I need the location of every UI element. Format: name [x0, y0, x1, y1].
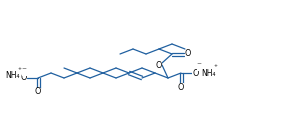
Text: ⁺: ⁺: [214, 65, 218, 71]
Text: NH₄: NH₄: [202, 68, 216, 77]
Text: O: O: [185, 49, 191, 58]
Text: ⁺: ⁺: [18, 68, 22, 74]
Text: O: O: [178, 82, 184, 91]
Text: O: O: [192, 68, 199, 77]
Text: O: O: [20, 73, 27, 82]
Text: NH₄: NH₄: [6, 71, 20, 79]
Text: O: O: [156, 62, 162, 71]
Text: O: O: [35, 88, 41, 97]
Text: ⁻: ⁻: [21, 66, 27, 75]
Text: ⁻: ⁻: [197, 62, 201, 71]
